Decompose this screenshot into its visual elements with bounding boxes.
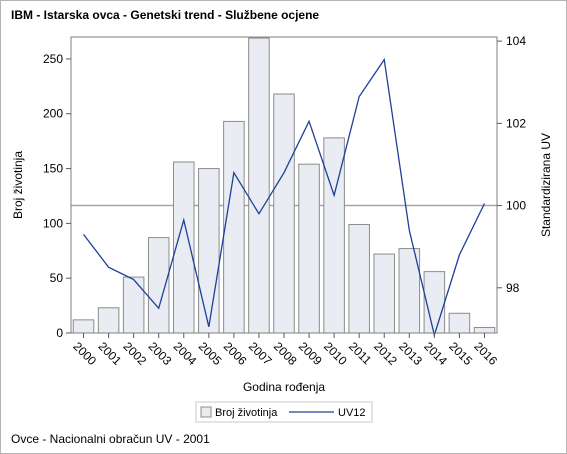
bar	[248, 37, 270, 334]
y-tick-label: 200	[43, 107, 63, 121]
bar	[122, 276, 145, 334]
x-tick-label: 2009	[296, 339, 325, 368]
bar	[348, 223, 370, 334]
y-tick-label: 250	[43, 52, 63, 66]
x-tick-label: 2000	[70, 339, 99, 368]
y-tick-label: 50	[50, 271, 64, 285]
y2-axis-title: Standardizirana UV	[539, 133, 553, 237]
x-tick-label: 2014	[421, 339, 450, 368]
bar	[223, 120, 245, 334]
x-tick-label: 2011	[346, 339, 374, 367]
x-tick-label: 2002	[121, 339, 150, 368]
legend-label-line: UV12	[338, 407, 366, 419]
x-tick-label: 2003	[146, 339, 175, 368]
legend-bar-swatch	[200, 406, 212, 418]
x-tick-label: 2007	[246, 339, 275, 368]
x-tick-label: 2016	[471, 339, 500, 368]
y-axis-title: Broj životinja	[11, 151, 25, 219]
bar	[473, 327, 496, 334]
legend-label-bars: Broj životinja	[215, 407, 278, 419]
x-tick-label: 2008	[271, 339, 300, 368]
y-tick-label: 100	[43, 216, 63, 230]
legend-box	[195, 401, 373, 423]
chart-title: IBM - Istarska ovca - Genetski trend - S…	[11, 8, 320, 22]
x-tick-label: 2004	[171, 339, 200, 368]
x-tick-label: 2005	[196, 339, 225, 368]
bar	[373, 253, 396, 334]
x-tick-label: 2006	[221, 339, 250, 368]
y2-tick-label: 102	[506, 116, 526, 130]
bar	[97, 307, 120, 334]
x-tick-label: 2012	[371, 339, 400, 368]
y2-tick-label: 100	[506, 199, 526, 213]
bar	[273, 93, 295, 334]
x-tick-label: 2010	[321, 339, 350, 368]
y2-tick-label: 98	[506, 281, 520, 295]
x-tick-label: 2015	[446, 339, 475, 368]
y2-tick-label: 104	[506, 34, 526, 48]
y-tick-label: 150	[43, 162, 63, 176]
x-tick-label: 2001	[95, 339, 124, 368]
footnote: Ovce - Nacionalni obračun UV - 2001	[11, 432, 210, 446]
bar	[198, 168, 220, 334]
x-tick-label: 2013	[396, 339, 425, 368]
bar	[448, 312, 471, 334]
bar	[298, 163, 320, 334]
y-tick-label: 0	[56, 326, 63, 340]
uv12-line	[83, 57, 486, 338]
x-axis-title: Godina rođenja	[243, 380, 325, 394]
bar	[72, 319, 95, 334]
